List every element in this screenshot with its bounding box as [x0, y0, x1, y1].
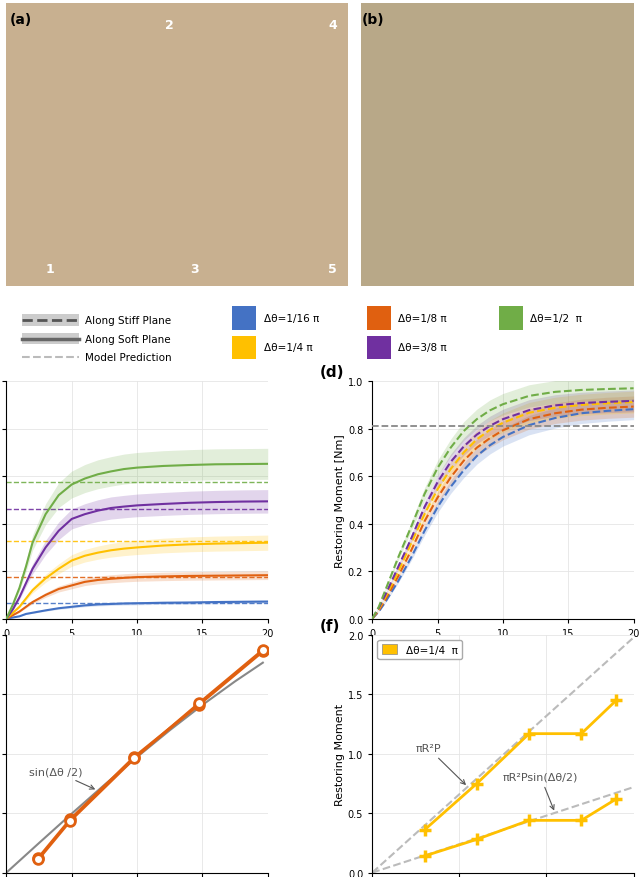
- Text: (a): (a): [10, 13, 32, 27]
- Y-axis label: Restoring Moment [Nm]: Restoring Moment [Nm]: [335, 433, 345, 567]
- X-axis label: End Displacement [mm]: End Displacement [mm]: [69, 641, 205, 651]
- Bar: [499, 307, 523, 331]
- Text: Δθ=1/16 π: Δθ=1/16 π: [264, 314, 319, 324]
- Bar: [232, 336, 256, 360]
- Text: 5: 5: [328, 262, 337, 275]
- Text: 2: 2: [165, 18, 174, 32]
- Text: Δθ=1/4 π: Δθ=1/4 π: [264, 343, 312, 353]
- Text: (b): (b): [362, 13, 385, 27]
- Text: Δθ=1/8 π: Δθ=1/8 π: [398, 314, 447, 324]
- Text: 3: 3: [190, 262, 199, 275]
- Text: Δθ=3/8 π: Δθ=3/8 π: [398, 343, 447, 353]
- Text: Δθ=1/2  π: Δθ=1/2 π: [530, 314, 582, 324]
- Bar: [361, 4, 634, 287]
- Text: Along Soft Plane: Along Soft Plane: [85, 334, 170, 345]
- Bar: [6, 4, 348, 287]
- Text: 1: 1: [46, 262, 54, 275]
- Text: (f): (f): [320, 618, 340, 633]
- Text: (d): (d): [320, 364, 344, 380]
- Text: 4: 4: [328, 18, 337, 32]
- Bar: [232, 307, 256, 331]
- Text: Along Stiff Plane: Along Stiff Plane: [85, 316, 171, 325]
- Text: sin(Δθ /2): sin(Δθ /2): [29, 766, 94, 789]
- Legend: Δθ=1/4  π: Δθ=1/4 π: [378, 640, 461, 660]
- Bar: [367, 307, 391, 331]
- X-axis label: End Displacement [mm]: End Displacement [mm]: [435, 641, 571, 651]
- Bar: [367, 336, 391, 360]
- Y-axis label: Restoring Moment: Restoring Moment: [335, 703, 345, 805]
- Text: πR²P: πR²P: [416, 744, 465, 784]
- Text: πR²Psin(Δθ/2): πR²Psin(Δθ/2): [503, 772, 579, 809]
- Text: Model Prediction: Model Prediction: [85, 353, 172, 363]
- Bar: [22, 333, 79, 345]
- Bar: [22, 315, 79, 326]
